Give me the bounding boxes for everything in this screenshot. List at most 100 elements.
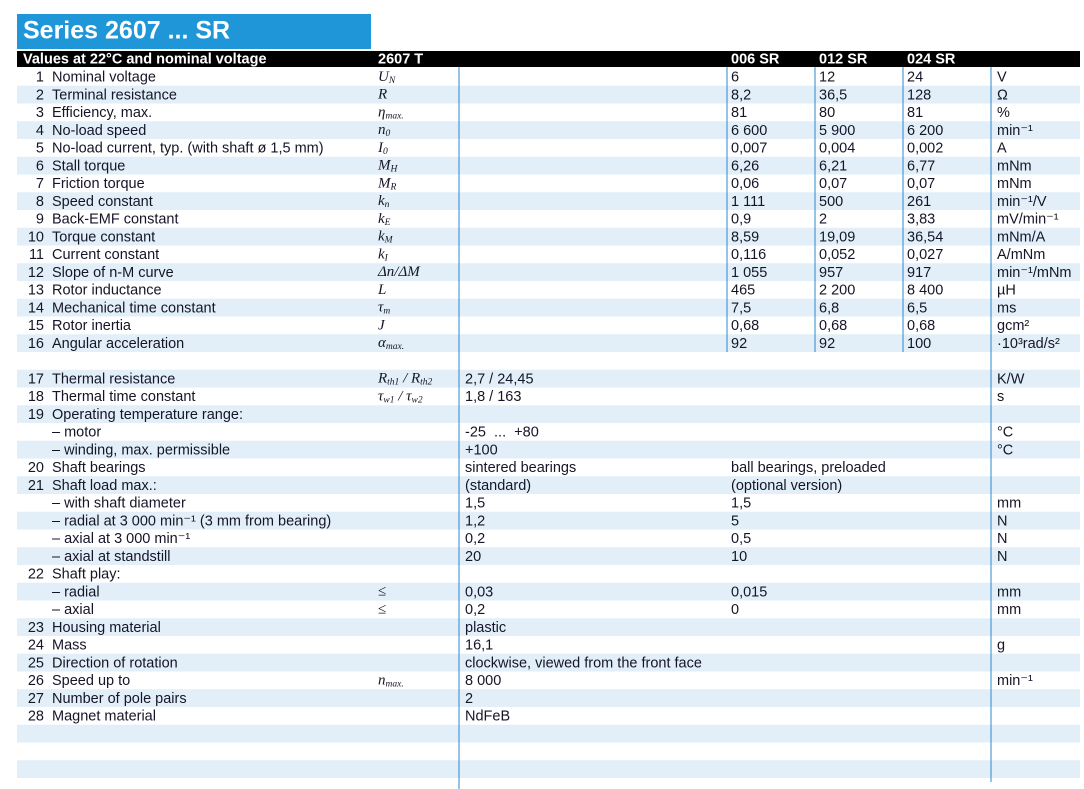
row-number: 26 <box>28 673 44 689</box>
row-label: Rotor inductance <box>52 283 162 299</box>
row-label: Back-EMF constant <box>52 212 179 228</box>
row-stripe <box>17 121 1080 139</box>
symbol-subscript: th2 <box>420 378 432 388</box>
symbol: n0 <box>378 123 391 140</box>
unit: V <box>997 70 1007 86</box>
row-label: Thermal resistance <box>52 371 175 387</box>
cell-value: 8 400 <box>907 283 943 299</box>
symbol-subscript: max. <box>386 680 404 690</box>
row-number: 3 <box>36 105 44 121</box>
symbol-main: k <box>378 211 385 227</box>
column-lines <box>458 67 992 789</box>
header-variant: 012 SR <box>819 51 868 67</box>
cell-value: plastic <box>465 620 506 636</box>
unit: mNm <box>997 176 1032 192</box>
cell-value: 0,052 <box>819 247 855 263</box>
symbol: ≤ <box>378 584 386 600</box>
cell-value: 2 200 <box>819 283 855 299</box>
unit: µH <box>997 283 1016 299</box>
row-label: Mass <box>52 638 87 654</box>
cell-value: (optional version) <box>731 478 842 494</box>
symbol-subscript: n <box>385 200 390 210</box>
cell-value: 20 <box>465 549 481 565</box>
cell-value: 6 <box>731 70 739 86</box>
cell-value: 92 <box>731 336 747 352</box>
cell-value: 128 <box>907 87 931 103</box>
table-body: 1 Nominal voltage UN 6 12 24 V2 Terminal resist… <box>28 69 1072 724</box>
unit: mNm/A <box>997 229 1046 245</box>
symbol: kE <box>378 211 391 228</box>
cell-value: 0,2 <box>465 602 485 618</box>
symbol-subscript: 0 <box>386 129 391 139</box>
symbol: kn <box>378 194 390 211</box>
row-label: – axial at 3 000 min⁻¹ <box>52 531 190 547</box>
row-label: Terminal resistance <box>52 87 177 103</box>
row-stripe <box>17 511 1080 530</box>
symbol-main: η <box>378 105 385 121</box>
symbol: MR <box>377 176 397 193</box>
cell-value: 0,007 <box>731 141 767 157</box>
row-number: 20 <box>28 460 44 476</box>
symbol: L <box>377 282 386 298</box>
header-conditions: Values at 22°C and nominal voltage <box>23 51 267 67</box>
row-label: – with shaft diameter <box>52 496 186 512</box>
cell-value: 81 <box>731 105 747 121</box>
row-stripe <box>17 582 1080 601</box>
row-number: 28 <box>28 709 44 725</box>
unit: ·10³rad/s² <box>997 336 1060 352</box>
symbol: Δn/ΔM <box>377 265 421 281</box>
unit: Ω <box>997 87 1008 103</box>
cell-value: 16,1 <box>465 638 493 654</box>
unit: A <box>997 141 1007 157</box>
symbol-subscript: max. <box>385 112 403 122</box>
unit: N <box>997 513 1007 529</box>
cell-value: 6 200 <box>907 123 943 139</box>
cell-value: 1,5 <box>465 496 485 512</box>
symbol-main: I <box>377 140 384 156</box>
cell-value: 261 <box>907 194 931 210</box>
row-label: – winding, max. permissible <box>52 442 230 458</box>
symbol-subscript: N <box>388 76 396 86</box>
cell-value: -25 ... +80 <box>465 425 539 441</box>
header-variant: 006 SR <box>731 51 780 67</box>
row-stripe <box>17 192 1080 210</box>
row-number: 10 <box>28 229 44 245</box>
row-stripe <box>17 334 1080 352</box>
row-number: 22 <box>28 567 44 583</box>
cell-value: 500 <box>819 194 843 210</box>
cell-value: 957 <box>819 265 843 281</box>
row-number: 2 <box>36 87 44 103</box>
unit: min⁻¹ <box>997 673 1033 689</box>
unit: mV/min⁻¹ <box>997 212 1059 228</box>
cell-value: 0,5 <box>731 531 751 547</box>
row-label: Shaft bearings <box>52 460 146 476</box>
title-box <box>17 14 371 49</box>
cell-value: 2 <box>819 212 827 228</box>
row-stripe <box>17 476 1080 494</box>
symbol-main: τ <box>378 300 384 316</box>
row-number: 8 <box>36 194 44 210</box>
symbol-main: J <box>378 318 386 334</box>
row-label: – axial <box>52 602 94 618</box>
symbol-main: R <box>377 87 387 103</box>
row-label: No-load current, typ. (with shaft ø 1,5 … <box>52 141 324 157</box>
row-label: Housing material <box>52 620 161 636</box>
cell-value: 8 000 <box>465 673 501 689</box>
symbol-subscript: w1 <box>383 396 394 406</box>
row-label: Speed up to <box>52 673 130 689</box>
cell-value: 0,116 <box>731 247 766 263</box>
row-label: Efficiency, max. <box>52 105 152 121</box>
cell-value: 80 <box>819 105 835 121</box>
symbol: αmax. <box>378 336 404 353</box>
cell-value: 465 <box>731 283 755 299</box>
row-label: Angular acceleration <box>52 336 184 352</box>
symbol-main: M <box>377 158 392 174</box>
row-label: No-load speed <box>52 123 146 139</box>
unit: min⁻¹ <box>997 123 1033 139</box>
unit: g <box>997 638 1005 654</box>
stripes <box>17 85 1080 778</box>
cell-value: 0,2 <box>465 531 485 547</box>
symbol-subscript: H <box>390 165 399 175</box>
